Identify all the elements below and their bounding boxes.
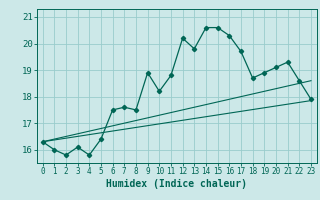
X-axis label: Humidex (Indice chaleur): Humidex (Indice chaleur)	[106, 179, 247, 189]
